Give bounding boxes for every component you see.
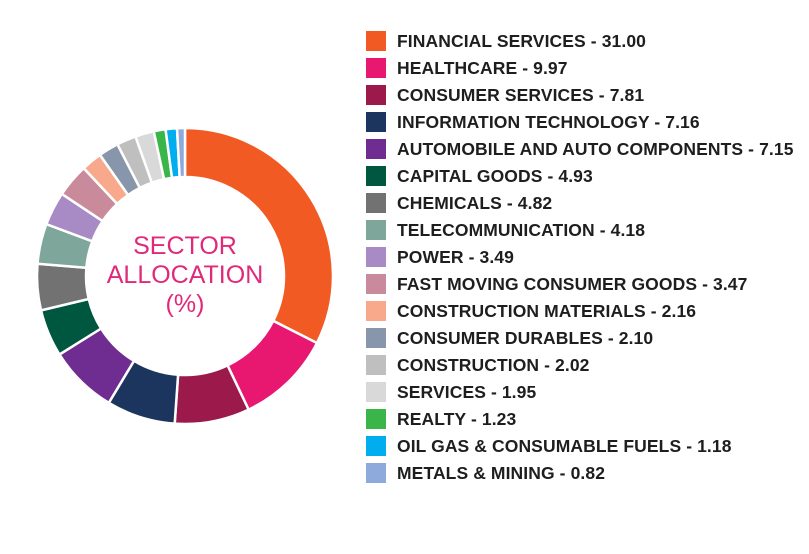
legend-label: AUTOMOBILE AND AUTO COMPONENTS - 7.15 <box>397 139 794 159</box>
legend-series-name: CONSTRUCTION <box>397 355 540 375</box>
legend-label: REALTY - 1.23 <box>397 409 517 429</box>
donut-center-title: SECTOR ALLOCATION (%) <box>95 232 275 319</box>
legend-label: HEALTHCARE - 9.97 <box>397 58 568 78</box>
legend-series-name: CAPITAL GOODS <box>397 166 543 186</box>
legend-swatch <box>366 112 386 132</box>
legend-label: TELECOMMUNICATION - 4.18 <box>397 220 646 240</box>
legend-series-value: 2.02 <box>555 355 590 375</box>
legend-item: SERVICES - 1.95 <box>366 380 806 404</box>
legend-item: POWER - 3.49 <box>366 245 806 269</box>
legend-item: REALTY - 1.23 <box>366 407 806 431</box>
legend-swatch <box>366 139 386 159</box>
legend-series-value: 4.82 <box>517 193 553 213</box>
legend-series-value: 3.47 <box>712 274 748 294</box>
legend-item: CONSTRUCTION - 2.02 <box>366 353 806 377</box>
legend-series-value: 2.16 <box>661 301 697 321</box>
legend-series-value: 7.16 <box>665 112 700 132</box>
legend-series-value: 9.97 <box>533 58 568 78</box>
legend-series-name: CONSUMER DURABLES <box>397 328 603 348</box>
legend-series-name: OIL GAS & CONSUMABLE FUELS <box>397 436 682 456</box>
legend-series-value: 4.93 <box>558 166 593 186</box>
legend-item: CAPITAL GOODS - 4.93 <box>366 164 806 188</box>
legend-item: OIL GAS & CONSUMABLE FUELS - 1.18 <box>366 434 806 458</box>
legend-series-name: SERVICES <box>397 382 486 402</box>
legend-series-name: POWER <box>397 247 464 267</box>
legend-series-value: 1.23 <box>481 409 517 429</box>
legend-label: CONSTRUCTION - 2.02 <box>397 355 590 375</box>
legend-series-value: 7.81 <box>609 85 645 105</box>
legend-label: SERVICES - 1.95 <box>397 382 537 402</box>
legend-label: FAST MOVING CONSUMER GOODS - 3.47 <box>397 274 748 294</box>
legend-series-name: INFORMATION TECHNOLOGY <box>397 112 650 132</box>
legend-series-value: 7.15 <box>759 139 794 159</box>
legend-swatch <box>366 274 386 294</box>
legend-swatch <box>366 166 386 186</box>
legend-series-name: METALS & MINING <box>397 463 555 483</box>
legend-label: POWER - 3.49 <box>397 247 514 267</box>
legend-swatch <box>366 220 386 240</box>
legend-item: CONSUMER SERVICES - 7.81 <box>366 83 806 107</box>
donut-slice-0 <box>183 126 335 345</box>
legend-label: CONSUMER SERVICES - 7.81 <box>397 85 645 105</box>
legend-series-name: FINANCIAL SERVICES <box>397 31 586 51</box>
center-title-line-2: ALLOCATION <box>106 261 264 289</box>
legend-swatch <box>366 85 386 105</box>
legend-label: FINANCIAL SERVICES - 31.00 <box>397 31 646 51</box>
legend-series-value: 0.82 <box>570 463 606 483</box>
legend-swatch <box>366 463 386 483</box>
legend-label: INFORMATION TECHNOLOGY - 7.16 <box>397 112 700 132</box>
legend-item: METALS & MINING - 0.82 <box>366 461 806 485</box>
legend-item: CONSTRUCTION MATERIALS - 2.16 <box>366 299 806 323</box>
legend-label: CAPITAL GOODS - 4.93 <box>397 166 593 186</box>
legend-swatch <box>366 301 386 321</box>
legend-item: CHEMICALS - 4.82 <box>366 191 806 215</box>
legend-item: TELECOMMUNICATION - 4.18 <box>366 218 806 242</box>
legend-item: INFORMATION TECHNOLOGY - 7.16 <box>366 110 806 134</box>
legend-swatch <box>366 31 386 51</box>
legend-series-name: FAST MOVING CONSUMER GOODS <box>397 274 698 294</box>
legend-item: HEALTHCARE - 9.97 <box>366 56 806 80</box>
legend-series-name: AUTOMOBILE AND AUTO COMPONENTS <box>397 139 744 159</box>
legend-item: AUTOMOBILE AND AUTO COMPONENTS - 7.15 <box>366 137 806 161</box>
legend-series-value: 4.18 <box>610 220 646 240</box>
legend-series-value: 1.18 <box>697 436 732 456</box>
legend-label: OIL GAS & CONSUMABLE FUELS - 1.18 <box>397 436 732 456</box>
legend-label: CONSUMER DURABLES - 2.10 <box>397 328 654 348</box>
legend-swatch <box>366 58 386 78</box>
legend-swatch <box>366 247 386 267</box>
legend-label: METALS & MINING - 0.82 <box>397 463 606 483</box>
legend-series-name: HEALTHCARE <box>397 58 518 78</box>
legend-label: CONSTRUCTION MATERIALS - 2.16 <box>397 301 697 321</box>
legend-item: FINANCIAL SERVICES - 31.00 <box>366 29 806 53</box>
donut-slice-16 <box>175 126 187 179</box>
legend-swatch <box>366 409 386 429</box>
legend-series-name: CONSTRUCTION MATERIALS <box>397 301 646 321</box>
legend-swatch <box>366 355 386 375</box>
legend-series-value: 31.00 <box>601 31 646 51</box>
legend-series-name: REALTY <box>397 409 466 429</box>
center-title-line-1: SECTOR <box>133 232 237 260</box>
legend-swatch <box>366 328 386 348</box>
legend-series-name: TELECOMMUNICATION <box>397 220 595 240</box>
legend-series-value: 3.49 <box>479 247 514 267</box>
legend-series-value: 2.10 <box>618 328 654 348</box>
legend-item: CONSUMER DURABLES - 2.10 <box>366 326 806 350</box>
center-title-line-3: (%) <box>165 290 205 318</box>
legend-swatch <box>366 436 386 456</box>
legend-item: FAST MOVING CONSUMER GOODS - 3.47 <box>366 272 806 296</box>
legend-swatch <box>366 382 386 402</box>
legend-series-name: CONSUMER SERVICES <box>397 85 594 105</box>
legend-swatch <box>366 193 386 213</box>
legend-series-value: 1.95 <box>501 382 537 402</box>
legend: FINANCIAL SERVICES - 31.00 HEALTHCARE - 9… <box>366 29 806 488</box>
legend-series-name: CHEMICALS <box>397 193 502 213</box>
legend-label: CHEMICALS - 4.82 <box>397 193 553 213</box>
